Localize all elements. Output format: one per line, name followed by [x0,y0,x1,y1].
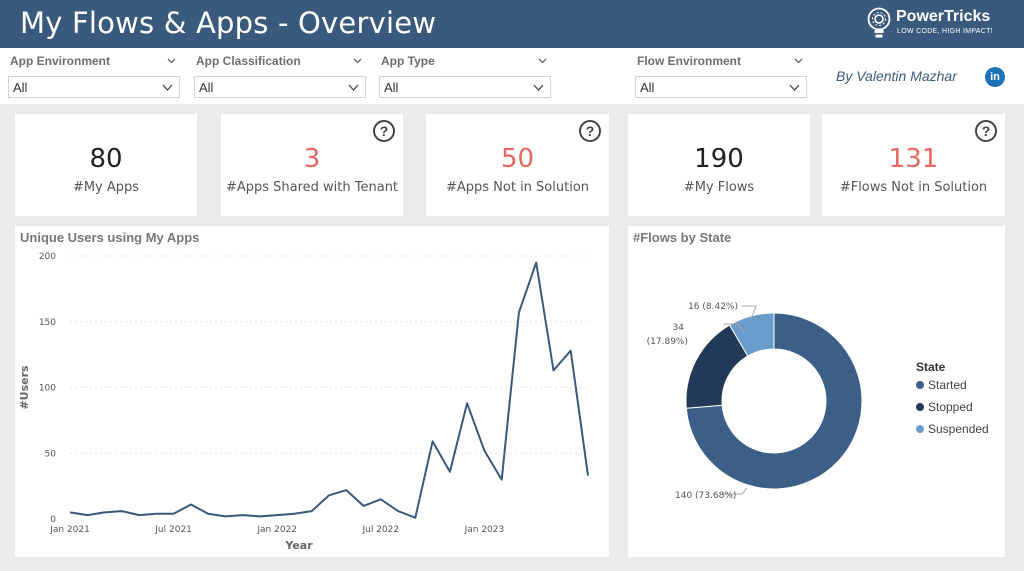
help-icon[interactable]: ? [373,120,395,142]
flows-by-state-chart-panel: 140 (73.68%) 34 (17.89%) 16 (8.42%) State Sta… [628,226,1005,557]
chevron-down-icon[interactable] [167,56,176,65]
filter-dropdown[interactable]: All [194,76,366,98]
kpi-label: #My Apps [72,180,140,195]
filter-value: All [640,80,655,95]
kpi-card-flows-not-in-solution: ? 131 #Flows Not in Solution [822,114,1005,216]
kpi-card-my-apps: 80 #My Apps [15,114,197,216]
page-title: My Flows & Apps - Overview [20,6,437,40]
y-tick-label: 150 [39,318,56,328]
legend-marker-suspended [916,425,924,433]
legend-item-suspended: Suspended [928,422,989,436]
x-tick-label: Jul 2021 [154,525,192,535]
kpi-label: #Apps Shared with Tenant [225,180,399,195]
chevron-down-icon [348,84,359,91]
help-icon[interactable]: ? [579,120,601,142]
y-tick-label: 0 [50,515,56,525]
kpi-value: 190 [694,144,744,174]
legend-title: State [916,360,946,374]
chevron-down-icon [789,84,800,91]
author-credit: By Valentin Mazhar [836,68,957,84]
logo-name: PowerTricks [896,8,991,25]
chart-title: #Flows by State [633,230,732,245]
kpi-value: 80 [89,144,123,174]
leader-line-suspended [742,305,757,320]
filter-value: All [384,80,399,95]
filter-bar: App Environment All App Classification A… [0,48,1024,104]
lightbulb-gear-icon [867,7,891,38]
chevron-down-icon[interactable] [794,56,803,65]
filter-label: App Classification [196,54,301,68]
chevron-down-icon [162,84,173,91]
filter-label: App Type [381,54,435,68]
donut-slice-suspended [728,312,775,357]
slice-label-suspended: 16 (8.42%) [688,302,738,312]
linkedin-icon[interactable]: in [985,67,1005,87]
help-icon[interactable]: ? [975,120,997,142]
filter-dropdown[interactable]: All [8,76,180,98]
filter-flow-environment[interactable]: Flow Environment All [635,52,807,100]
y-tick-label: 50 [45,449,57,459]
kpi-value: 50 [500,144,535,174]
filter-dropdown[interactable]: All [635,76,807,98]
filter-dropdown[interactable]: All [379,76,551,98]
kpi-value: 131 [888,144,939,174]
legend-marker-stopped [916,403,924,411]
slice-label-stopped-count: 34 [673,323,685,333]
leader-line-stopped [724,323,745,334]
kpi-label: #My Flows [683,180,755,195]
chevron-down-icon[interactable] [538,56,547,65]
filter-app-environment[interactable]: App Environment All [8,52,180,100]
x-axis-title: Year [284,539,313,552]
donut-slice-started [685,312,863,490]
kpi-card-my-flows: 190 #My Flows [628,114,810,216]
logo-tagline: LOW CODE, HIGH IMPACT! [897,28,993,35]
x-tick-label: Jan 2022 [256,525,297,535]
kpi-label: #Flows Not in Solution [839,180,988,195]
legend-marker-started [916,381,924,389]
filter-app-type[interactable]: App Type All [379,52,551,100]
chevron-down-icon [533,84,544,91]
filter-value: All [13,80,28,95]
filter-label: App Environment [10,54,111,68]
kpi-value: 3 [303,144,321,174]
users-series-line [69,261,589,519]
x-tick-label: Jan 2023 [464,525,505,535]
chevron-down-icon[interactable] [353,56,362,65]
powertricks-logo: PowerTricks LOW CODE, HIGH IMPACT! [864,5,1014,43]
kpi-label: #Apps Not in Solution [445,180,590,195]
flows-by-state-donut-chart: 140 (73.68%) 34 (17.89%) 16 (8.42%) State Sta… [647,302,989,501]
slice-label-started: 140 (73.68%) [675,491,736,501]
slice-label-stopped-percent: (17.89%) [647,337,688,347]
y-axis-title: #Users [18,365,31,410]
x-tick-label: Jul 2022 [361,525,399,535]
filter-app-classification[interactable]: App Classification All [194,52,366,100]
y-tick-label: 100 [39,384,56,394]
kpi-card-apps-not-in-solution: ? 50 #Apps Not in Solution [426,114,609,216]
filter-label: Flow Environment [637,54,742,68]
unique-users-chart-panel: 0 50 100 150 200 Jan 2021 Jul 2021 Jan 2022 Jul … [15,226,609,557]
chart-title: Unique Users using My Apps [20,230,200,245]
legend-item-stopped: Stopped [928,400,973,414]
y-tick-label: 200 [39,252,56,262]
legend-item-started: Started [928,378,967,392]
filter-value: All [199,80,214,95]
unique-users-line-chart: 0 50 100 150 200 Jan 2021 Jul 2021 Jan 2022 Jul … [18,252,589,552]
x-tick-label: Jan 2021 [49,525,90,535]
leader-line-started [722,487,748,495]
header: My Flows & Apps - Overview PowerTricks L… [0,0,1024,48]
kpi-card-apps-shared: ? 3 #Apps Shared with Tenant [221,114,403,216]
